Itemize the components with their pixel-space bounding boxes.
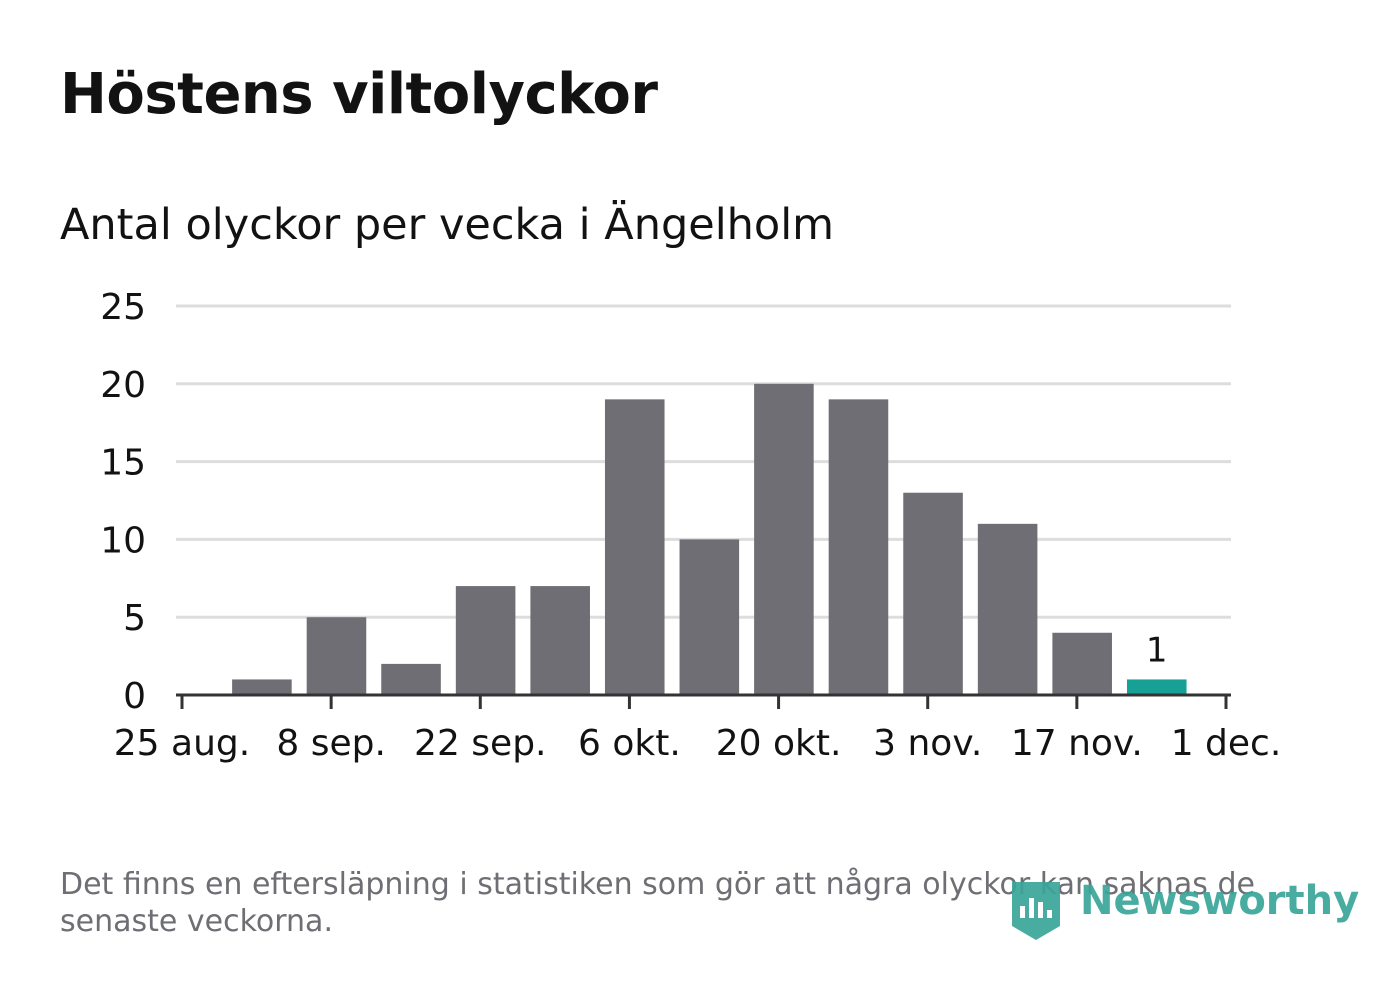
newsworthy-logo: Newsworthy — [1010, 876, 1359, 942]
logo-text: Newsworthy — [1080, 878, 1360, 924]
y-tick-label: 15 — [100, 443, 146, 484]
bar — [977, 523, 1038, 695]
x-tick-label: 8 sep. — [276, 723, 386, 764]
x-tick-label: 20 okt. — [716, 723, 842, 764]
bar — [679, 539, 740, 695]
bar — [1052, 632, 1112, 695]
bar — [604, 399, 665, 695]
data-label: 1 — [1146, 630, 1168, 670]
x-tick-label: 17 nov. — [1011, 723, 1143, 764]
x-tick-label: 1 dec. — [1171, 723, 1282, 764]
x-tick-label: 6 okt. — [578, 723, 681, 764]
y-tick-label: 0 — [123, 676, 146, 717]
bar — [828, 399, 889, 695]
x-tick-label: 22 sep. — [414, 723, 546, 764]
x-tick-label: 3 nov. — [873, 723, 982, 764]
bar-chart: 0 5 10 15 20 25 1 25 aug. 8 sep. 22 sep. 6 okt. 20 … — [100, 287, 1282, 764]
newsworthy-logo-icon — [1012, 882, 1060, 940]
chart-title: Höstens viltolyckor — [60, 62, 658, 127]
bar — [232, 679, 292, 695]
x-tick-label: 25 aug. — [114, 723, 250, 764]
y-tick-label: 25 — [100, 287, 146, 328]
bar — [530, 586, 590, 695]
bar — [306, 617, 367, 695]
chart-subtitle: Antal olyckor per vecka i Ängelholm — [60, 200, 835, 250]
bar — [455, 586, 516, 695]
y-tick-label: 5 — [123, 598, 146, 639]
bar — [903, 492, 963, 695]
y-tick-label: 10 — [100, 520, 146, 561]
bar-highlight — [1126, 679, 1187, 695]
bar — [754, 383, 814, 695]
bar — [381, 663, 441, 695]
y-tick-label: 20 — [100, 365, 146, 406]
